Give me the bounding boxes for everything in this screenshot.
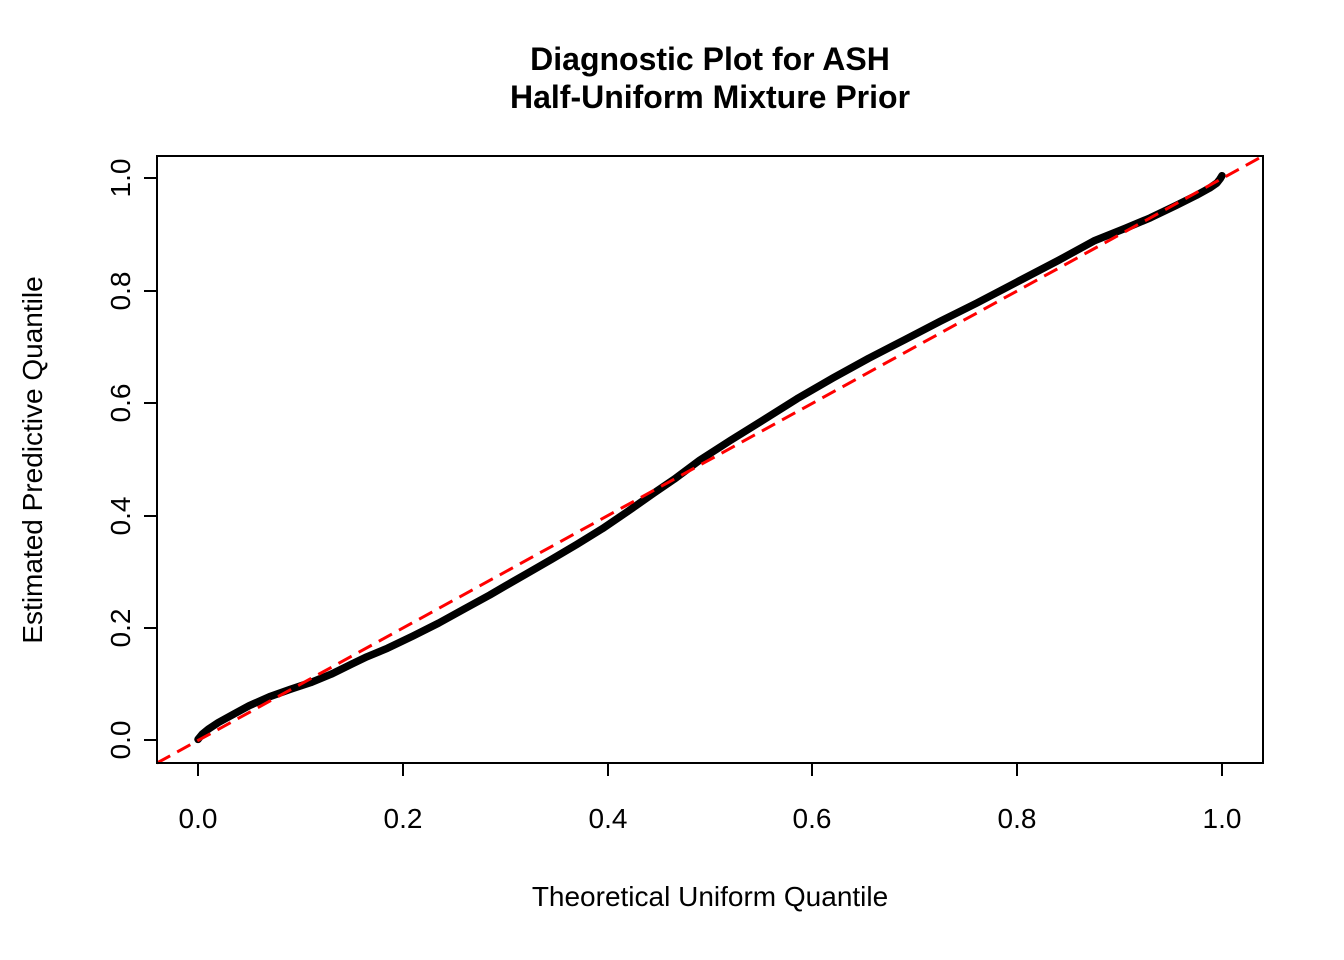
x-tick-label: 0.0 [179, 803, 218, 834]
y-tick-label: 0.2 [105, 609, 136, 648]
y-tick-label: 0.8 [105, 272, 136, 311]
x-tick-label: 0.8 [998, 803, 1037, 834]
reference-line [156, 154, 1264, 765]
y-axis-tick-labels: 0.0 0.2 0.4 0.6 0.8 1.0 [105, 159, 136, 760]
chart-title: Diagnostic Plot for ASH Half-Uniform Mix… [509, 41, 911, 115]
y-tick-label: 1.0 [105, 159, 136, 198]
x-axis-tick-labels: 0.0 0.2 0.4 0.6 0.8 1.0 [179, 803, 1242, 834]
x-tick-label: 1.0 [1203, 803, 1242, 834]
y-tick-label: 0.4 [105, 497, 136, 536]
x-axis-ticks [197, 763, 1223, 776]
x-tick-label: 0.6 [793, 803, 832, 834]
x-axis-title: Theoretical Uniform Quantile [532, 881, 888, 912]
plot-box [156, 155, 1264, 764]
y-axis-title: Estimated Predictive Quantile [17, 276, 48, 643]
y-tick-label: 0.6 [105, 384, 136, 423]
quantile-curve-line [194, 171, 1226, 744]
y-tick-label: 0.0 [105, 721, 136, 760]
x-tick-label: 0.2 [384, 803, 423, 834]
x-tick-label: 0.4 [589, 803, 628, 834]
y-axis-ticks [144, 177, 157, 741]
